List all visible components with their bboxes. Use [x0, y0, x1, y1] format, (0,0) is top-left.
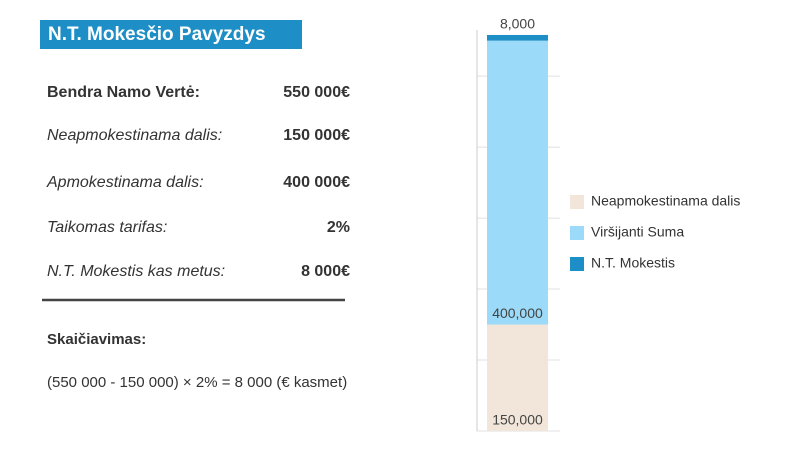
bar-segment	[487, 34, 548, 41]
row-value: 400 000€	[283, 174, 350, 191]
row-label: Apmokestinama dalis:	[46, 174, 204, 191]
data-label: 400,000	[492, 305, 543, 321]
legend-swatch	[570, 257, 584, 271]
formula: (550 000 - 150 000) × 2% = 8 000 (€ kasm…	[47, 374, 347, 391]
row-value: 150 000€	[283, 127, 350, 144]
data-label: 150,000	[492, 412, 543, 428]
legend-label: Viršijanti Suma	[591, 224, 684, 240]
row-label: Taikomas tarifas:	[47, 219, 167, 236]
legend-label: N.T. Mokestis	[591, 255, 675, 271]
row-label: Neapmokestinama dalis:	[47, 127, 222, 144]
title-banner	[40, 20, 302, 49]
legend-swatch	[570, 195, 584, 209]
panel-title: N.T. Mokesčio Pavyzdys	[48, 24, 266, 45]
row-value: 2%	[327, 219, 350, 236]
row-value: 8 000€	[301, 263, 350, 280]
row-value: 550 000€	[283, 84, 350, 101]
row-label: Bendra Namo Vertė:	[47, 84, 200, 101]
legend-label: Neapmokestinama dalis	[591, 193, 740, 209]
data-label: 8,000	[500, 16, 535, 32]
legend-swatch	[570, 226, 584, 240]
calc-label: Skaičiavimas:	[47, 331, 146, 348]
row-label: N.T. Mokestis kas metus:	[47, 263, 225, 280]
bar-segment	[487, 40, 548, 325]
bar-segment	[487, 324, 548, 431]
